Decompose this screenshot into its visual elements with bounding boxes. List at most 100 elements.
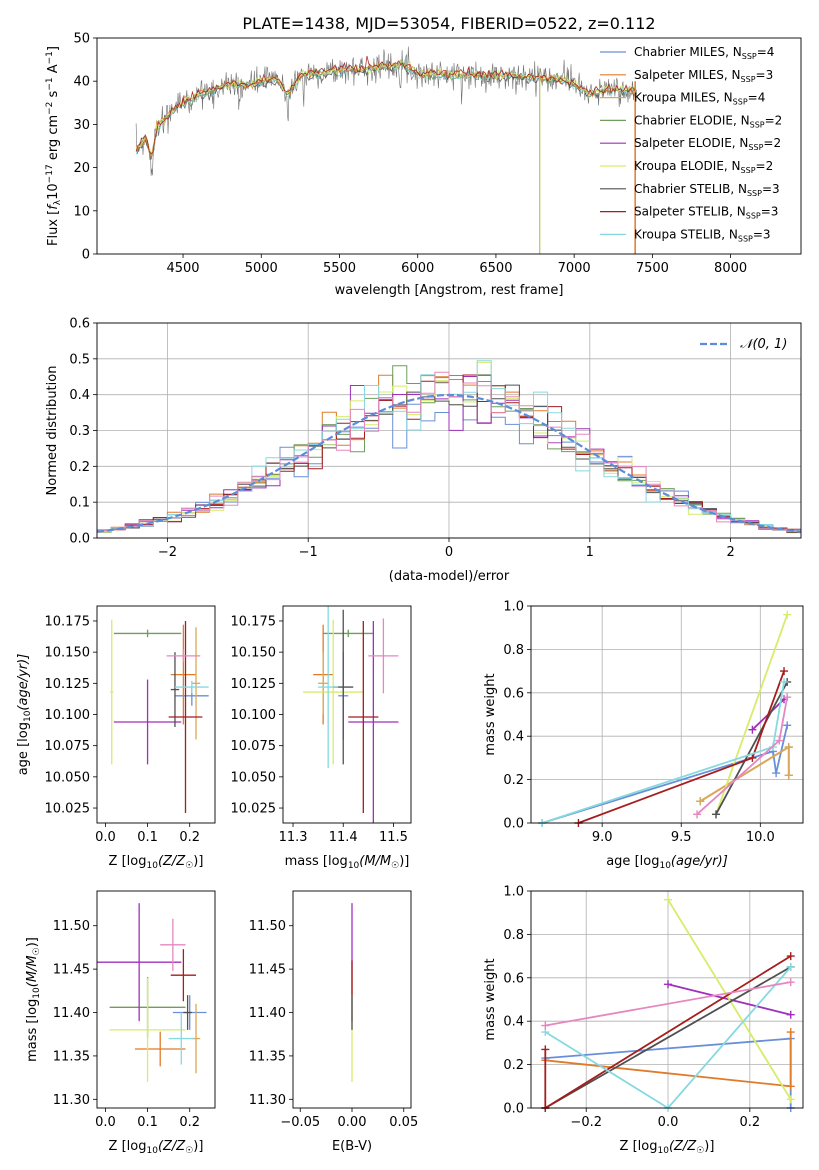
y-tick-label: 10.125: [231, 677, 277, 692]
y-tick-label: 0.2: [503, 1058, 524, 1073]
weight-marker: [786, 1082, 795, 1091]
legend-label: Salpeter ELODIE, NSSP=2: [634, 136, 781, 152]
normal-curve: [96, 393, 802, 533]
x-tick-label: 0.2: [179, 830, 200, 845]
y-tick-label: 20: [73, 161, 90, 176]
spectrum-model-kroupa-stelib: [135, 58, 636, 155]
weight-marker: [712, 810, 721, 819]
weight-marker: [541, 1021, 550, 1030]
y-tick-label: 10.075: [45, 739, 91, 754]
axes-frame: [96, 322, 802, 539]
y-tick-label: 0.6: [69, 317, 90, 332]
y-tick-label: 10.100: [45, 708, 91, 723]
weight-marker: [784, 743, 793, 752]
y-tick-label: 0.2: [503, 773, 524, 788]
y-tick-label: 11.30: [249, 1093, 286, 1108]
y-tick-label: 0.6: [503, 971, 524, 986]
x-tick-label: 0.1: [137, 1115, 158, 1130]
y-axis-label: Normed distribution: [45, 366, 60, 496]
x-tick-label: 4500: [166, 261, 199, 276]
y-tick-label: 11.45: [53, 963, 90, 978]
x-axis-label: Z [log10(Z/Z☉)]: [109, 854, 204, 871]
y-tick-label: 10.050: [45, 770, 91, 785]
x-tick-label: 9.5: [671, 830, 692, 845]
y-tick-label: 11.45: [249, 963, 286, 978]
chart-mass_vs_ebv: −0.05 0.00 0.05 11.30 11.35 11.40 11.45 11.50 E(…: [249, 890, 418, 1154]
x-tick-label: 1: [586, 545, 594, 560]
y-tick-label: 0: [82, 248, 90, 263]
y-tick-label: 11.50: [249, 919, 286, 934]
x-axis-label: age [log10(age/yr)]: [606, 854, 728, 871]
plot-area: [97, 903, 207, 1082]
y-tick-label: 0.5: [69, 352, 90, 367]
legend-label: Chabrier STELIB, NSSP=3: [634, 182, 780, 198]
y-tick-label: 0.4: [69, 388, 90, 403]
x-tick-label: 6000: [401, 261, 434, 276]
plot-area: [96, 360, 802, 538]
y-tick-label: 10.025: [45, 802, 91, 817]
chart-residuals: −2 −1 0 1 2 0.0 0.1 0.2 0.3 0.4 0.5 0.6 (data-model)…: [45, 317, 802, 584]
y-tick-label: 11.35: [53, 1049, 90, 1064]
weight-line-pink: [545, 981, 791, 1027]
x-tick-label: −2: [158, 545, 177, 560]
y-tick-label: 0.8: [503, 928, 524, 943]
legend-label: Kroupa STELIB, NSSP=3: [634, 227, 771, 243]
weight-marker: [696, 797, 705, 806]
weight-marker: [786, 1095, 795, 1104]
y-tick-label: 0.4: [503, 1015, 524, 1030]
y-tick-label: 10.100: [231, 708, 277, 723]
weight-marker: [786, 952, 795, 961]
y-tick-label: 40: [73, 75, 90, 90]
spectrum-model-kroupa-elodie: [135, 60, 636, 153]
legend-label: Salpeter STELIB, NSSP=3: [634, 205, 778, 221]
x-tick-label: 0.2: [179, 1115, 200, 1130]
y-tick-label: 10.175: [231, 614, 277, 629]
y-tick-label: 11.50: [53, 919, 90, 934]
x-axis-label: Z [log10(Z/Z☉)]: [109, 1139, 204, 1156]
x-axis-label: wavelength [Angstrom, rest frame]: [335, 283, 564, 298]
x-tick-label: 2: [726, 545, 734, 560]
axes-frame: [282, 605, 412, 824]
y-tick-label: 0.0: [69, 532, 90, 547]
y-tick-label: 0.0: [503, 1102, 524, 1117]
axes-frame: [530, 605, 804, 824]
x-tick-label: 8000: [714, 261, 747, 276]
x-tick-label: −0.05: [280, 1115, 320, 1130]
x-tick-label: 0.0: [95, 830, 116, 845]
y-tick-label: 11.40: [249, 1006, 286, 1021]
plot-area: [303, 606, 399, 823]
weight-marker: [783, 721, 792, 730]
x-tick-label: 7000: [558, 261, 591, 276]
x-axis-label: mass [log10(M/M☉)]: [285, 854, 410, 871]
spectrum-model-chabrier-stelib: [135, 59, 636, 160]
x-axis-label: E(B-V): [332, 1139, 372, 1154]
chart-age_vs_mass: 11.3 11.4 11.5 10.025 10.050 10.075 10.100 10.1…: [231, 605, 412, 871]
weight-marker: [786, 1010, 795, 1019]
plot-area: [110, 619, 209, 814]
weight-marker: [693, 810, 702, 819]
legend-label: Kroupa ELODIE, NSSP=2: [634, 159, 773, 175]
x-tick-label: 11.4: [329, 830, 358, 845]
weight-marker: [786, 962, 795, 971]
y-tick-label: 1.0: [503, 600, 524, 615]
spectrum-model-chabrier-elodie: [135, 59, 636, 158]
y-tick-label: 1.0: [503, 885, 524, 900]
chart-spectrum: 4500 5000 5500 6000 6500 7000 7500 8000 0 10 20 30 4…: [45, 32, 802, 298]
chart-weight_vs_age: 9.0 9.5 10.0 0.0 0.2 0.4 0.6 0.8 1.0 age [log10(a…: [483, 600, 804, 871]
y-tick-label: 0.3: [69, 424, 90, 439]
x-tick-label: −0.2: [570, 1115, 602, 1130]
chart-mass_vs_Z: 0.0 0.1 0.2 11.30 11.35 11.40 11.45 11.50 Z [log…: [25, 890, 216, 1156]
y-axis-label: Flux [fλ10−17 erg cm−2 s−1 A−1]: [45, 46, 63, 246]
legend-label: 𝒩(0, 1): [740, 337, 787, 352]
weight-marker: [784, 771, 793, 780]
legend-label: Chabrier MILES, NSSP=4: [634, 45, 774, 61]
x-tick-label: 9.0: [592, 830, 613, 845]
y-tick-label: 0.1: [69, 496, 90, 511]
weight-marker: [783, 693, 792, 702]
y-axis-label: age [log10(age/yr)]: [16, 654, 33, 776]
weight-marker: [541, 1045, 550, 1054]
weight-line-kroupa-elodie: [715, 614, 789, 815]
y-tick-label: 0.0: [503, 817, 524, 832]
weight-marker: [664, 895, 673, 904]
weight-line-chabrier-stelib: [544, 966, 792, 1109]
